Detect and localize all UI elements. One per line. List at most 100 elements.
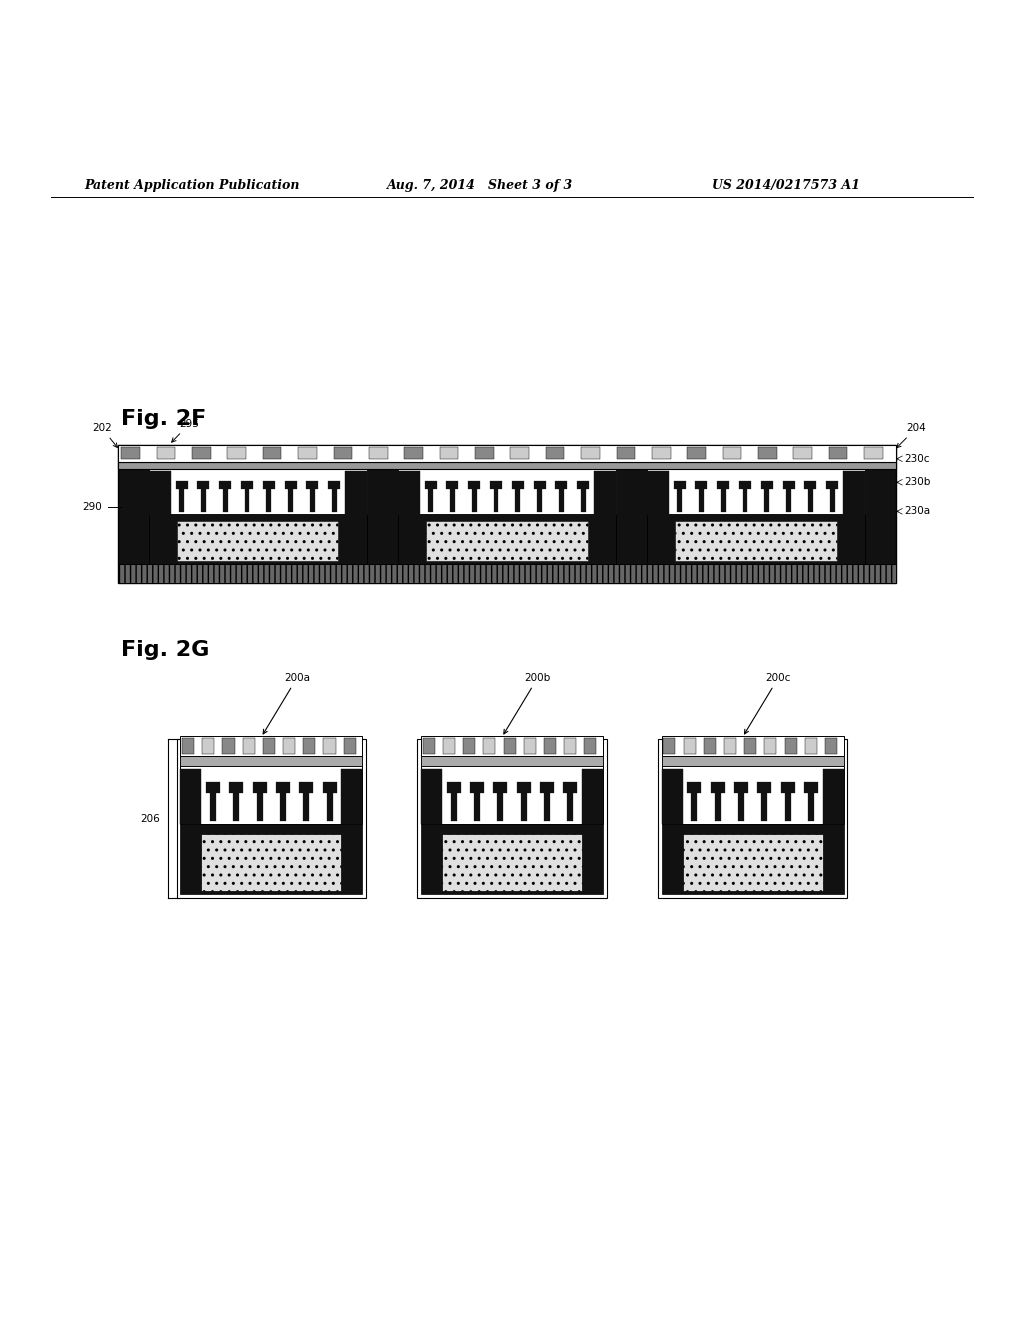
Bar <box>329 447 341 459</box>
Bar <box>674 480 686 490</box>
Bar <box>688 447 700 459</box>
Bar <box>598 447 609 459</box>
Bar <box>828 447 848 459</box>
Bar <box>504 738 516 754</box>
Text: 230c: 230c <box>904 454 930 463</box>
Bar <box>229 783 244 793</box>
Bar <box>276 783 290 793</box>
Bar <box>764 490 769 512</box>
Bar <box>327 793 333 821</box>
Bar <box>298 447 316 459</box>
Bar <box>233 793 240 821</box>
Bar <box>578 480 589 490</box>
Bar <box>662 735 844 756</box>
Bar <box>784 793 791 821</box>
Bar <box>647 445 865 462</box>
Bar <box>558 447 570 459</box>
Text: 204: 204 <box>897 424 926 447</box>
Bar <box>446 480 459 490</box>
Bar <box>805 480 816 490</box>
Bar <box>490 480 502 490</box>
Bar <box>582 447 600 459</box>
Bar <box>567 793 573 821</box>
Bar <box>787 447 799 459</box>
Bar <box>193 447 211 459</box>
Bar <box>334 447 352 459</box>
Text: 206: 206 <box>140 813 160 824</box>
Bar <box>515 490 520 512</box>
Bar <box>180 743 362 894</box>
Bar <box>687 783 701 793</box>
Bar <box>148 462 367 469</box>
Bar <box>521 793 526 821</box>
Bar <box>418 739 606 898</box>
Bar <box>739 480 751 490</box>
Bar <box>310 490 314 512</box>
Bar <box>510 447 529 459</box>
Bar <box>479 447 490 459</box>
Bar <box>398 469 615 513</box>
Bar <box>498 793 503 821</box>
Bar <box>198 480 209 490</box>
Bar <box>582 768 603 825</box>
Bar <box>283 738 295 754</box>
Bar <box>761 480 773 490</box>
Bar <box>691 793 697 821</box>
Bar <box>564 738 577 754</box>
Bar <box>404 447 423 459</box>
Text: US 2014/0217573 A1: US 2014/0217573 A1 <box>712 180 860 193</box>
Bar <box>421 756 603 766</box>
Bar <box>581 490 586 512</box>
Bar <box>263 738 275 754</box>
Bar <box>180 766 362 825</box>
Bar <box>222 738 234 754</box>
Bar <box>421 766 603 825</box>
Bar <box>269 447 282 459</box>
Bar <box>288 490 293 512</box>
Bar <box>263 447 282 459</box>
Bar <box>703 738 716 754</box>
Bar <box>175 480 187 490</box>
Bar <box>180 735 362 756</box>
Bar <box>767 447 779 459</box>
Bar <box>202 834 341 891</box>
Bar <box>266 490 271 512</box>
Bar <box>555 480 567 490</box>
Text: Fig. 2F: Fig. 2F <box>121 409 206 429</box>
Bar <box>245 490 250 512</box>
Bar <box>472 490 476 512</box>
Bar <box>826 480 839 490</box>
Text: Patent Application Publication: Patent Application Publication <box>84 180 299 193</box>
Bar <box>483 738 496 754</box>
Bar <box>808 490 813 512</box>
Bar <box>328 480 340 490</box>
Bar <box>250 447 261 459</box>
Bar <box>451 793 457 821</box>
Bar <box>544 738 556 754</box>
Bar <box>303 793 309 821</box>
Bar <box>243 738 255 754</box>
Bar <box>177 521 339 561</box>
Bar <box>306 480 318 490</box>
Text: 290: 290 <box>83 502 102 512</box>
Bar <box>758 447 776 459</box>
Bar <box>648 447 660 459</box>
Bar <box>847 447 858 459</box>
Bar <box>148 513 367 564</box>
Bar <box>517 783 530 793</box>
Bar <box>786 490 791 512</box>
Bar <box>764 738 776 754</box>
Bar <box>662 756 844 766</box>
Bar <box>421 743 603 894</box>
Bar <box>177 739 367 898</box>
Text: 202: 202 <box>92 424 118 447</box>
Bar <box>540 783 554 793</box>
Bar <box>546 447 564 459</box>
Bar <box>206 783 220 793</box>
Bar <box>677 490 682 512</box>
Bar <box>782 480 795 490</box>
Bar <box>723 447 741 459</box>
Bar <box>210 793 216 821</box>
Bar <box>717 480 729 490</box>
Bar <box>721 490 726 512</box>
